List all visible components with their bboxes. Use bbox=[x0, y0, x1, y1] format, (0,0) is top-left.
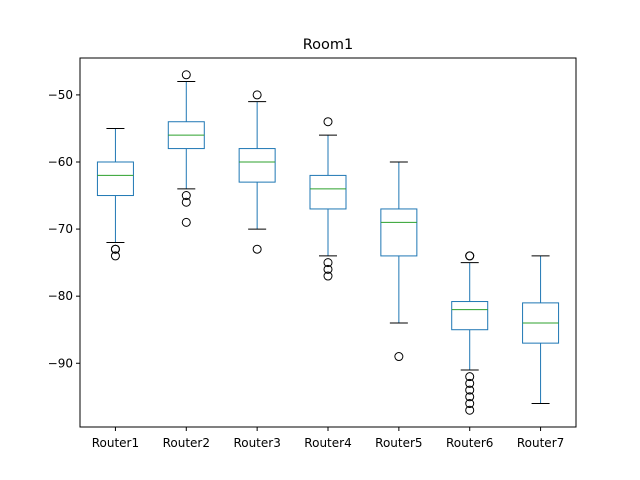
x-tick-label: Router4 bbox=[304, 436, 351, 450]
outlier-point bbox=[181, 191, 191, 201]
x-tick-label: Router5 bbox=[375, 436, 422, 450]
box-group-router4 bbox=[309, 117, 347, 281]
y-axis: −90 −80 −70 −60 −50 bbox=[48, 88, 80, 370]
box-group-router1 bbox=[96, 127, 134, 261]
outlier-point bbox=[181, 217, 191, 227]
x-tick-label: Router2 bbox=[163, 436, 210, 450]
outlier-point bbox=[465, 372, 475, 382]
iqr-box bbox=[238, 148, 276, 183]
box-group-router6 bbox=[451, 251, 489, 415]
outlier-point bbox=[181, 70, 191, 80]
box-group-router5 bbox=[380, 161, 418, 362]
y-tick-label: −60 bbox=[48, 155, 73, 169]
x-axis: Router1 Router2 Router3 Router4 Router5 Route… bbox=[92, 427, 564, 450]
iqr-box bbox=[380, 208, 418, 257]
x-tick-label: Router6 bbox=[446, 436, 493, 450]
box-group-router3 bbox=[238, 90, 276, 254]
outlier-point bbox=[181, 197, 191, 207]
outlier-point bbox=[465, 405, 475, 415]
plot-area bbox=[96, 70, 560, 415]
outlier-point bbox=[465, 378, 475, 388]
y-tick-label: −80 bbox=[48, 289, 73, 303]
outlier-point bbox=[465, 392, 475, 402]
outlier-point bbox=[252, 90, 262, 100]
iqr-box bbox=[96, 161, 134, 197]
y-tick-label: −50 bbox=[48, 88, 73, 102]
outlier-point bbox=[323, 117, 333, 127]
iqr-box bbox=[451, 301, 489, 331]
outlier-point bbox=[323, 271, 333, 281]
outlier-point bbox=[110, 251, 120, 261]
chart-title: Room1 bbox=[303, 37, 354, 53]
x-tick-label: Router7 bbox=[517, 436, 564, 450]
outlier-point bbox=[323, 264, 333, 274]
x-tick-label: Router3 bbox=[233, 436, 280, 450]
outlier-point bbox=[252, 244, 262, 254]
x-tick-label: Router1 bbox=[92, 436, 139, 450]
outlier-point bbox=[465, 385, 475, 395]
outlier-point bbox=[465, 251, 475, 261]
outlier-point bbox=[394, 352, 404, 362]
y-tick-label: −70 bbox=[48, 222, 73, 236]
box-group-router2 bbox=[167, 70, 205, 227]
outlier-point bbox=[323, 258, 333, 268]
outlier-point bbox=[465, 399, 475, 409]
iqr-box bbox=[309, 174, 347, 210]
outlier-point bbox=[110, 244, 120, 254]
y-tick-label: −90 bbox=[48, 356, 73, 370]
box-group-router7 bbox=[522, 255, 560, 405]
